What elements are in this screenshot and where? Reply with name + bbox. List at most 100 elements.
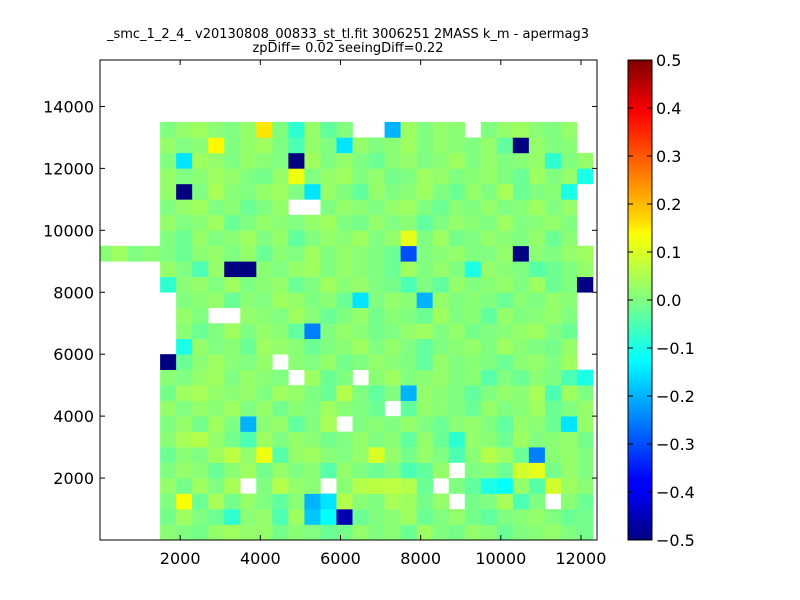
heatmap-cell xyxy=(320,137,337,154)
y-tick-label: 2000 xyxy=(53,469,94,488)
heatmap-cell xyxy=(480,478,498,494)
heatmap-cell xyxy=(320,509,337,525)
heatmap-cell xyxy=(512,183,530,200)
heatmap-cell xyxy=(256,183,273,200)
heatmap-cell xyxy=(384,261,401,278)
heatmap-cell xyxy=(160,385,177,401)
heatmap-cell xyxy=(336,431,353,448)
heatmap-cell xyxy=(336,509,353,525)
heatmap-cell xyxy=(192,447,209,463)
heatmap-cell xyxy=(320,323,337,340)
heatmap-cell xyxy=(240,416,257,432)
heatmap-cell xyxy=(560,431,578,448)
heatmap-cell xyxy=(512,152,530,169)
heatmap-cell xyxy=(576,385,594,401)
heatmap-cell xyxy=(480,245,498,262)
heatmap-cell xyxy=(416,292,433,309)
heatmap-cell xyxy=(400,230,417,247)
heatmap-cell xyxy=(528,431,546,448)
heatmap-cell xyxy=(304,416,321,432)
heatmap-cell xyxy=(304,524,321,541)
heatmap-cell xyxy=(368,447,385,463)
heatmap-cell xyxy=(336,261,353,278)
heatmap-cell xyxy=(528,338,546,355)
heatmap-cell xyxy=(576,524,594,541)
heatmap-cell xyxy=(560,447,578,463)
heatmap-cell xyxy=(288,307,305,324)
heatmap-cell xyxy=(224,137,241,154)
heatmap-cell xyxy=(544,338,562,355)
heatmap-cell xyxy=(352,307,369,324)
heatmap-cell xyxy=(528,137,546,154)
heatmap-cell xyxy=(432,152,450,169)
heatmap-cell xyxy=(176,292,193,309)
heatmap-cell xyxy=(496,400,514,417)
heatmap-cell xyxy=(544,323,562,340)
heatmap-cell xyxy=(368,137,385,154)
heatmap-cell xyxy=(352,230,369,247)
heatmap-cell xyxy=(416,431,433,448)
heatmap-cell xyxy=(304,369,321,386)
heatmap-cell xyxy=(192,261,209,278)
heatmap-cell xyxy=(544,168,562,185)
heatmap-cell xyxy=(272,230,289,247)
heatmap-cell xyxy=(496,261,514,278)
heatmap-cell xyxy=(560,307,578,324)
heatmap-cell xyxy=(448,385,466,401)
heatmap-cell xyxy=(192,369,209,386)
heatmap-cell xyxy=(528,261,546,278)
heatmap-cell xyxy=(352,509,369,525)
heatmap-cell xyxy=(224,292,241,309)
heatmap-cell xyxy=(304,230,321,247)
heatmap-cell xyxy=(480,524,498,541)
heatmap-cell xyxy=(416,307,433,324)
heatmap-cell xyxy=(224,369,241,386)
heatmap-cell xyxy=(480,183,498,200)
heatmap-cell xyxy=(240,493,257,510)
heatmap-cell xyxy=(384,509,401,525)
heatmap-cell xyxy=(560,121,578,138)
y-tick-label: 8000 xyxy=(53,283,94,302)
colorbar-tick-label: −0.1 xyxy=(656,339,695,358)
heatmap-cell xyxy=(528,323,546,340)
heatmap-cell xyxy=(432,400,450,417)
heatmap-cell xyxy=(208,292,225,309)
heatmap-cell xyxy=(464,323,482,340)
heatmap-cell xyxy=(448,338,466,355)
heatmap-cell xyxy=(320,214,337,231)
heatmap-cell xyxy=(480,276,498,293)
heatmap-cell xyxy=(400,199,417,216)
heatmap-cell xyxy=(272,292,289,309)
heatmap-cell xyxy=(304,152,321,169)
heatmap-cell xyxy=(352,524,369,541)
heatmap-cell xyxy=(160,431,177,448)
heatmap-cell xyxy=(256,276,273,293)
heatmap-cell xyxy=(352,292,369,309)
heatmap-cell xyxy=(384,276,401,293)
heatmap-cell xyxy=(320,230,337,247)
heatmap-cell xyxy=(464,230,482,247)
heatmap-cell xyxy=(176,307,193,324)
heatmap-cell xyxy=(368,199,385,216)
heatmap-cell xyxy=(256,307,273,324)
heatmap-cell xyxy=(528,183,546,200)
heatmap-cell xyxy=(336,385,353,401)
heatmap-cell xyxy=(496,447,514,463)
heatmap-cell xyxy=(224,121,241,138)
heatmap-cell xyxy=(240,168,257,185)
heatmap-cell xyxy=(272,245,289,262)
heatmap-cell xyxy=(432,493,450,510)
heatmap-cell xyxy=(528,230,546,247)
heatmap-cell xyxy=(320,276,337,293)
heatmap-cell xyxy=(400,447,417,463)
heatmap-cell xyxy=(480,292,498,309)
heatmap-cell xyxy=(304,338,321,355)
heatmap-cell xyxy=(416,447,433,463)
heatmap-cell xyxy=(176,478,193,494)
heatmap-cell xyxy=(448,416,466,432)
heatmap-cell xyxy=(448,183,466,200)
heatmap-cell xyxy=(528,168,546,185)
heatmap-cell xyxy=(256,338,273,355)
heatmap-cell xyxy=(224,462,241,479)
heatmap-cell xyxy=(512,524,530,541)
